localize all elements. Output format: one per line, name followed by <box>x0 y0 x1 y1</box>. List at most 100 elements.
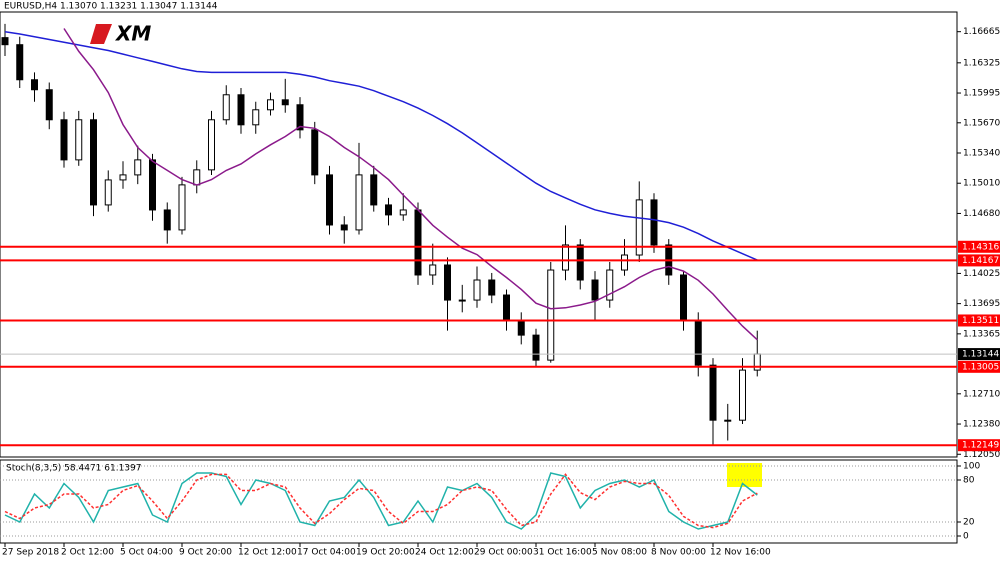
candle-body <box>237 94 245 126</box>
y-tick-label: 1.12050 <box>963 450 1000 460</box>
candle-body <box>724 419 732 422</box>
candle-body <box>444 264 451 301</box>
candle-body <box>355 174 363 231</box>
candle-body <box>591 279 599 301</box>
candle-body <box>193 169 201 186</box>
y-tick-label: 1.13695 <box>963 299 1000 309</box>
candle-body <box>281 99 289 106</box>
main-title: EURUSD,H4 1.13070 1.13231 1.13047 1.1314… <box>4 2 218 12</box>
level-box <box>958 314 1000 327</box>
candle-body <box>680 274 687 321</box>
x-tick-label: 17 Oct 04:00 <box>297 548 356 558</box>
candle-body <box>119 174 127 181</box>
series-line <box>4 472 758 530</box>
x-tick-label: 29 Oct 00:00 <box>474 548 533 558</box>
candle-body <box>163 209 171 231</box>
candle-body <box>650 199 658 246</box>
x-tick-label: 19 Oct 20:00 <box>356 548 415 558</box>
level-box <box>958 360 1000 373</box>
candle-body <box>31 79 38 91</box>
x-tick-label: 5 Oct 04:00 <box>120 548 173 558</box>
candle-body <box>532 334 540 361</box>
x-tick-label: 12 Nov 16:00 <box>710 548 771 558</box>
candle-body <box>267 99 274 111</box>
candle-body <box>178 184 186 231</box>
candle-body <box>1 37 9 46</box>
candle-body <box>517 319 525 336</box>
candle-body <box>370 174 378 206</box>
x-tick-label: 31 Oct 16:00 <box>533 548 592 558</box>
level-box <box>958 439 1000 452</box>
candle-body <box>208 119 215 171</box>
highlight <box>727 463 762 487</box>
logo: XM <box>90 22 151 46</box>
y-tick-label: 1.13365 <box>963 329 1000 339</box>
candle-body <box>134 159 142 176</box>
y-tick-label: 1.14680 <box>963 209 1000 219</box>
candle-body <box>488 279 496 296</box>
level-label: 1.13511 <box>962 316 999 326</box>
level-box <box>958 240 1000 253</box>
y-tick-label: 100 <box>963 462 980 472</box>
candle-body <box>414 209 422 276</box>
x-tick-label: 12 Oct 12:00 <box>238 548 297 558</box>
y-tick-label: 1.12710 <box>963 389 1000 399</box>
candle-body <box>222 94 230 121</box>
candle-body <box>385 204 392 216</box>
current-price-box <box>958 348 1000 361</box>
level-label: 1.14316 <box>962 242 999 252</box>
candle-body <box>60 119 68 161</box>
y-tick-label: 1.12380 <box>963 420 1000 430</box>
stoch-panel <box>0 459 958 544</box>
x-tick-label: 27 Sep 2018 <box>2 548 59 558</box>
y-tick-label: 1.15995 <box>963 89 1000 99</box>
series-line <box>4 473 758 529</box>
level-box <box>958 254 1000 267</box>
candle-body <box>149 159 156 211</box>
stoch-title: Stoch(8,3,5) 58.4471 61.1397 <box>6 464 141 474</box>
candle-body <box>709 364 717 421</box>
series-line <box>4 30 758 261</box>
y-tick-label: 0 <box>963 532 969 542</box>
candle-body <box>739 369 746 421</box>
candle-body <box>104 179 112 206</box>
logo-text: XM <box>114 22 151 46</box>
x-tick-label: 2 Oct 12:00 <box>61 548 114 558</box>
main-panel <box>0 11 958 458</box>
candle-body <box>45 89 53 121</box>
candle-body <box>606 269 614 301</box>
x-tick-label: 8 Nov 00:00 <box>651 548 706 558</box>
candle-body <box>252 109 260 126</box>
y-tick-label: 1.15010 <box>963 179 1000 189</box>
candle-body <box>473 279 481 301</box>
x-tick-label: 5 Nov 08:00 <box>592 548 647 558</box>
candle-body <box>399 209 407 216</box>
candle-body <box>296 104 304 131</box>
y-tick-label: 1.14025 <box>963 269 1000 279</box>
candle-body <box>16 44 24 81</box>
candle-body <box>326 174 333 226</box>
candle-body <box>311 129 319 176</box>
logo-mark <box>90 24 112 44</box>
y-tick-label: 1.16665 <box>963 27 1000 37</box>
y-tick-label: 20 <box>963 518 975 528</box>
y-tick-label: 80 <box>963 476 975 486</box>
candle-body <box>621 254 628 271</box>
candle-body <box>562 244 569 271</box>
level-label: 1.14167 <box>962 256 999 266</box>
candle-body <box>503 294 510 321</box>
x-tick-label: 9 Oct 20:00 <box>179 548 232 558</box>
level-label: 1.13005 <box>962 362 999 372</box>
current-price-label: 1.13144 <box>962 350 999 360</box>
y-tick-label: 1.15670 <box>963 118 1000 128</box>
x-tick-label: 24 Oct 12:00 <box>415 548 474 558</box>
level-label: 1.12149 <box>962 441 999 451</box>
candle-body <box>547 269 555 361</box>
candle-body <box>340 224 348 231</box>
candle-body <box>75 119 83 161</box>
candle-body <box>694 319 702 366</box>
candle-body <box>635 199 643 256</box>
candle-body <box>576 244 584 281</box>
candle-body <box>90 119 97 206</box>
